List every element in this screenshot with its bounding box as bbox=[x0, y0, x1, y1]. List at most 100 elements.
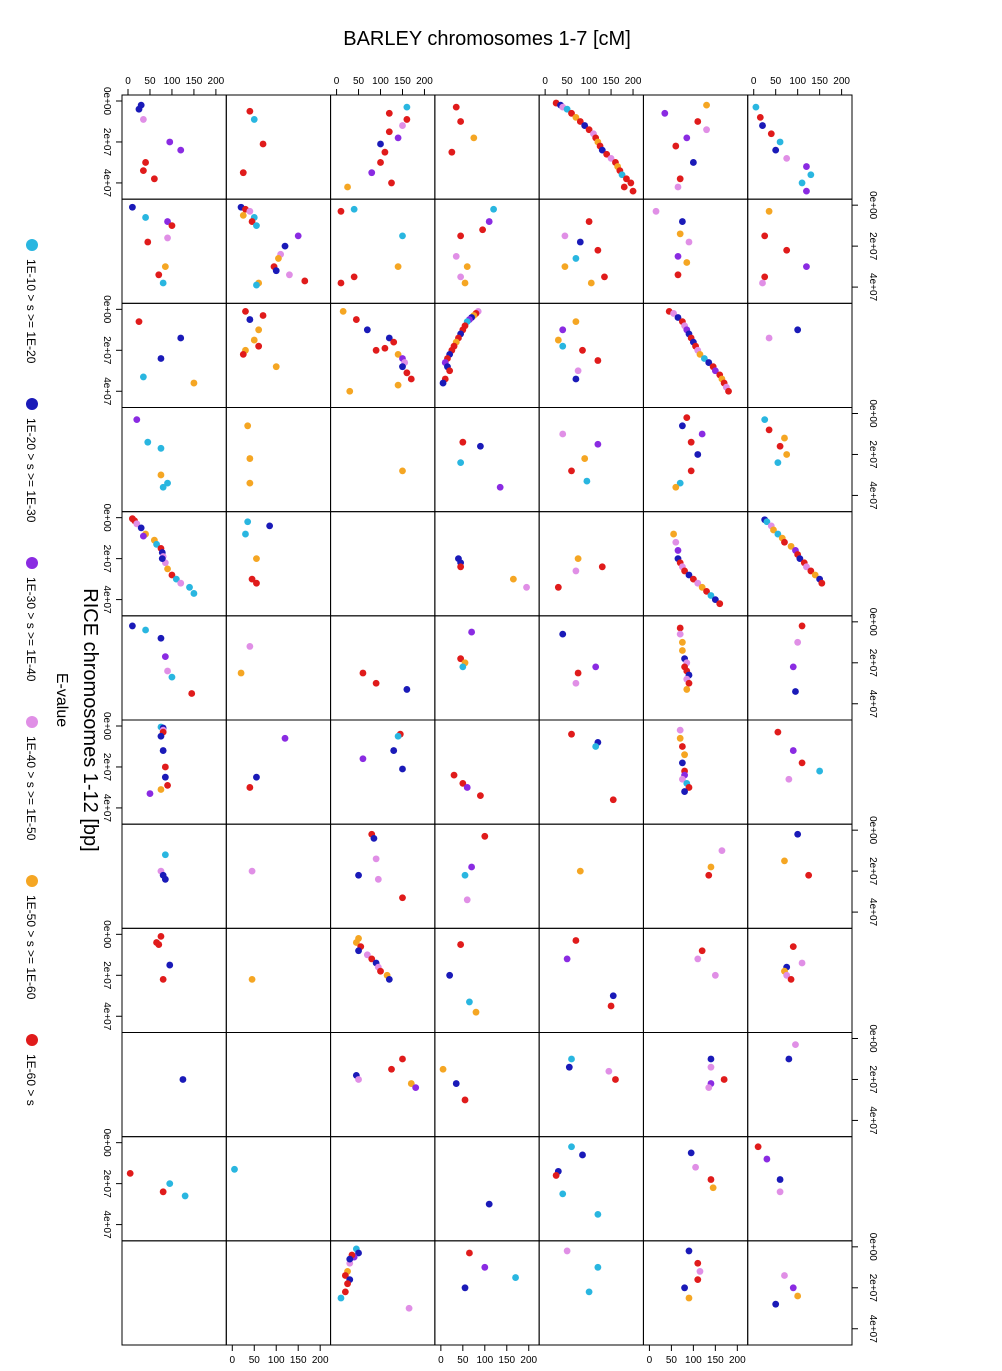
data-point bbox=[689, 159, 697, 166]
panel-r2-c7 bbox=[225, 719, 332, 825]
data-point bbox=[374, 875, 382, 883]
panel-r1-c12 bbox=[121, 1240, 227, 1346]
data-point bbox=[609, 796, 617, 804]
panel-r4-c8 bbox=[434, 823, 540, 929]
data-point bbox=[792, 688, 799, 695]
data-point bbox=[461, 1096, 469, 1104]
data-point bbox=[709, 1184, 717, 1192]
data-point bbox=[592, 663, 600, 671]
data-point bbox=[583, 477, 591, 485]
legend-entry-label: 1E-10 > s >= 1E-20 bbox=[24, 259, 38, 364]
data-point bbox=[246, 784, 254, 791]
data-point bbox=[137, 524, 145, 532]
x-tick-label: 4e+07 bbox=[867, 1315, 878, 1344]
data-point bbox=[576, 238, 584, 246]
y-tick-label: 0 bbox=[334, 76, 340, 87]
data-point bbox=[259, 312, 267, 319]
data-point bbox=[159, 747, 167, 754]
data-point bbox=[399, 894, 406, 902]
data-point bbox=[574, 555, 582, 563]
data-point bbox=[246, 479, 254, 487]
data-point bbox=[381, 148, 389, 156]
data-point bbox=[412, 1084, 420, 1092]
data-point bbox=[694, 1276, 702, 1284]
data-point bbox=[774, 459, 782, 467]
data-point bbox=[439, 379, 447, 387]
x-tick-label: 0e+00 bbox=[101, 87, 112, 116]
data-point bbox=[448, 148, 456, 156]
data-point bbox=[385, 334, 393, 342]
data-point bbox=[598, 563, 606, 571]
data-point bbox=[698, 430, 706, 438]
data-point bbox=[725, 387, 732, 395]
panel-r6-c12 bbox=[642, 1240, 749, 1346]
data-point bbox=[559, 630, 567, 638]
panel-r7-c9 bbox=[747, 927, 853, 1033]
x-tick-label: 0e+00 bbox=[101, 295, 112, 324]
data-point bbox=[772, 1300, 780, 1308]
data-point bbox=[139, 373, 147, 381]
data-point bbox=[385, 128, 393, 136]
panel-r4-c2 bbox=[434, 198, 540, 304]
data-point bbox=[770, 526, 777, 534]
data-point bbox=[612, 1076, 619, 1083]
data-point bbox=[559, 342, 567, 350]
data-point bbox=[818, 579, 826, 587]
y-tick-label: 200 bbox=[416, 76, 433, 87]
panel-r3-c5 bbox=[330, 511, 436, 617]
data-point bbox=[399, 1055, 406, 1063]
data-point bbox=[756, 113, 764, 121]
data-point bbox=[359, 669, 367, 677]
data-point bbox=[678, 743, 686, 750]
rotated-plot-group: 0e+00 2e+07 4e+07 0e+00 2e+07 4e+07 0e+00 2e+07… bbox=[24, 28, 878, 1366]
data-point bbox=[385, 975, 393, 983]
legend-swatch bbox=[26, 239, 38, 251]
data-point bbox=[789, 747, 797, 754]
data-point bbox=[253, 222, 260, 230]
x-tick-label: 0e+00 bbox=[867, 816, 878, 845]
panel-r2-c12 bbox=[225, 1240, 332, 1346]
data-point bbox=[776, 138, 784, 146]
data-point bbox=[372, 855, 380, 863]
data-point bbox=[674, 547, 682, 554]
panel-r7-c3 bbox=[747, 302, 853, 409]
data-point bbox=[676, 479, 684, 487]
data-point bbox=[135, 318, 143, 326]
y-tick-label: 100 bbox=[685, 1355, 702, 1366]
data-point bbox=[157, 634, 165, 642]
data-point bbox=[720, 1076, 728, 1083]
data-point bbox=[355, 871, 362, 879]
data-point bbox=[363, 326, 371, 334]
data-point bbox=[568, 109, 575, 117]
data-point bbox=[272, 363, 280, 371]
data-point bbox=[161, 773, 169, 781]
data-point bbox=[248, 867, 256, 875]
data-point bbox=[370, 834, 378, 842]
data-point bbox=[652, 207, 660, 215]
data-point bbox=[783, 451, 791, 458]
data-point bbox=[346, 387, 354, 395]
data-point bbox=[377, 159, 384, 166]
data-point bbox=[133, 520, 141, 528]
panel-r5-c11 bbox=[538, 1136, 644, 1242]
data-point bbox=[231, 1165, 238, 1173]
data-point bbox=[681, 751, 688, 759]
data-point bbox=[687, 467, 695, 475]
data-point bbox=[485, 1200, 493, 1208]
data-point bbox=[711, 971, 719, 979]
panel-r6-c4 bbox=[642, 407, 749, 513]
data-point bbox=[133, 416, 141, 424]
x-tick-label: 2e+07 bbox=[101, 545, 112, 574]
data-point bbox=[352, 939, 360, 946]
data-point bbox=[164, 667, 171, 675]
y-tick-label: 50 bbox=[144, 76, 156, 87]
panel-r7-c11 bbox=[747, 1136, 853, 1242]
data-point bbox=[761, 232, 769, 240]
data-point bbox=[563, 1247, 571, 1255]
data-point bbox=[459, 779, 467, 787]
data-point bbox=[166, 961, 174, 969]
data-point bbox=[372, 346, 380, 354]
data-point bbox=[605, 1067, 613, 1075]
data-point bbox=[126, 1169, 134, 1177]
data-point bbox=[783, 154, 791, 162]
